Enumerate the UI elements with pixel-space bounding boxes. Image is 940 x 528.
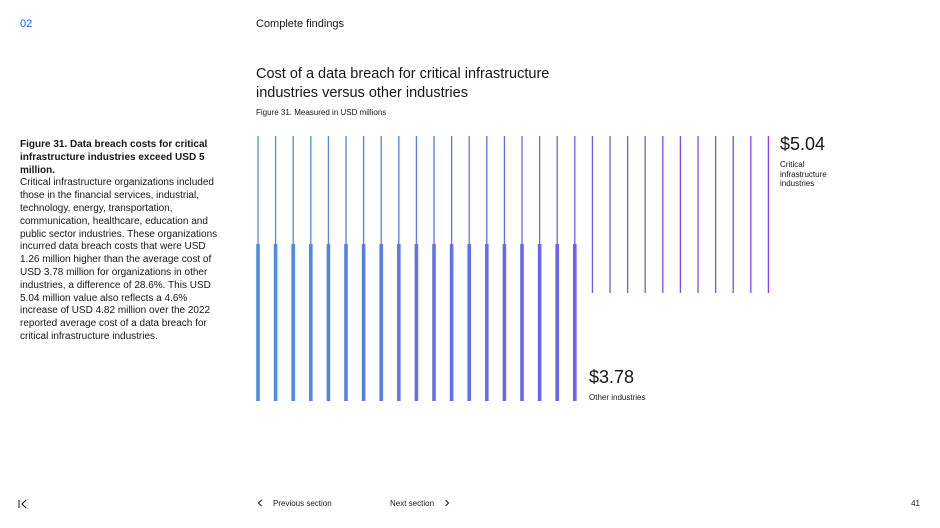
- section-number: 02: [20, 18, 33, 30]
- section-title: Complete findings: [256, 18, 345, 30]
- next-section-label: Next section: [390, 498, 435, 508]
- figure-description-heading: Figure 31. Data breach costs for critica…: [20, 139, 208, 176]
- chart-title: Cost of a data breach for critical infra…: [256, 66, 550, 101]
- other-industries-label: Other industries: [589, 393, 646, 402]
- page-number: 41: [911, 499, 920, 508]
- critical-infrastructure-label: Critical infrastructure industries: [780, 160, 827, 189]
- figure-description: Figure 31. Data breach costs for critica…: [20, 139, 220, 344]
- chevron-left-icon: [257, 499, 262, 507]
- chart-caption: Figure 31. Measured in USD millions: [256, 108, 387, 117]
- breach-cost-chart: [256, 136, 770, 401]
- previous-section-label: Previous section: [273, 498, 332, 508]
- critical-infrastructure-value: $5.04: [780, 134, 826, 154]
- previous-section-link[interactable]: Previous section: [255, 498, 332, 508]
- figure-description-body: Critical infrastructure organizations in…: [20, 177, 218, 342]
- chevron-right-icon: [445, 499, 450, 507]
- other-industries-value: $3.78: [589, 367, 635, 387]
- skip-to-start-icon[interactable]: [16, 497, 30, 511]
- next-section-link[interactable]: Next section: [390, 498, 452, 508]
